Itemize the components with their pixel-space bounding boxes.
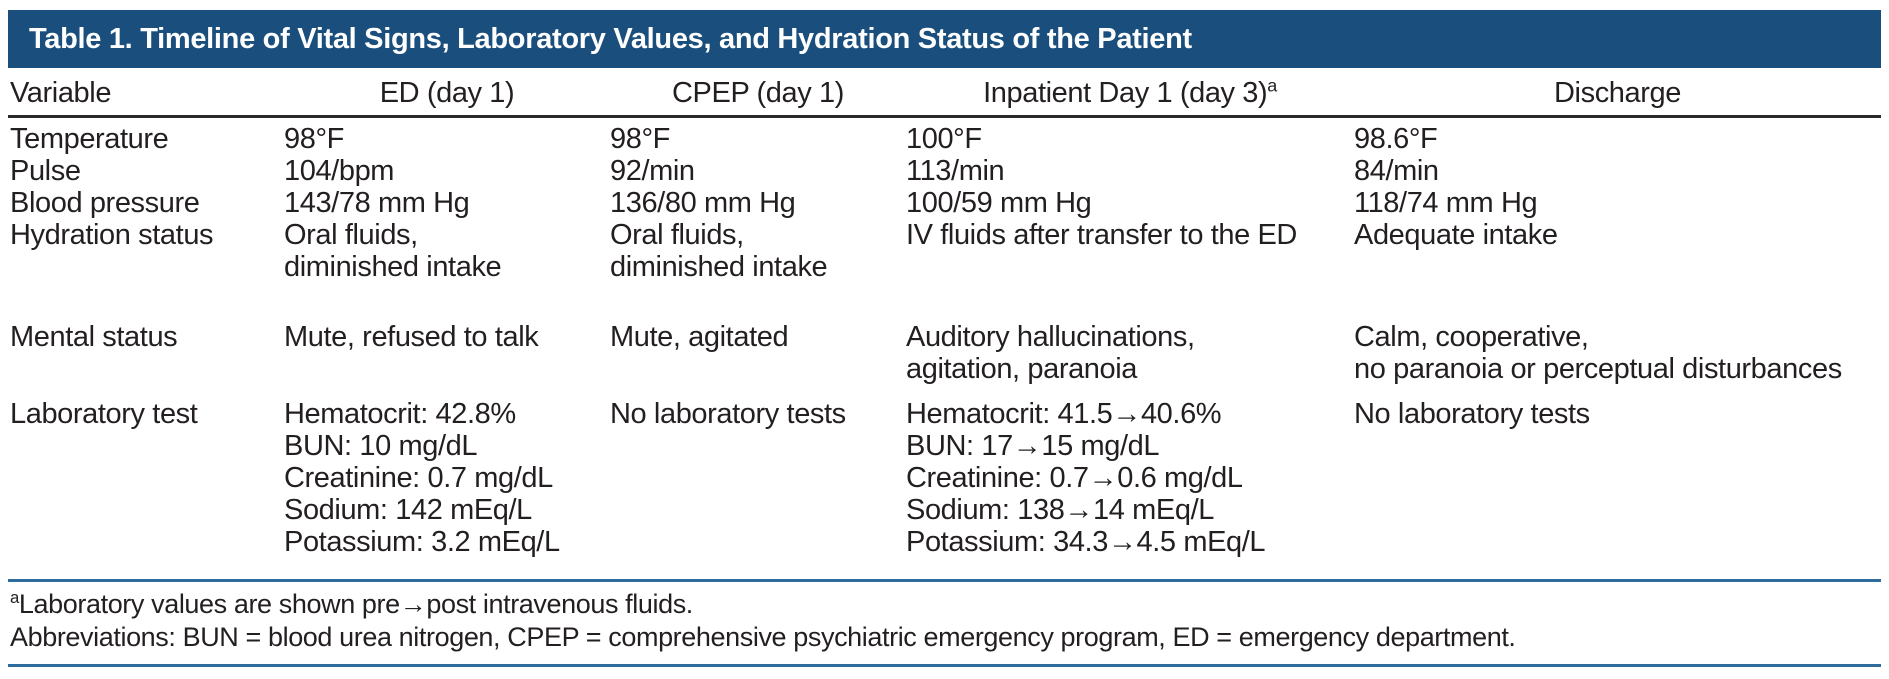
table-row-laboratory-test: Laboratory test Hematocrit: 42.8% BUN: 1… <box>8 398 1881 579</box>
cell-cpep: 136/80 mm Hg <box>610 187 796 219</box>
table-row-blood-pressure: Blood pressure 143/78 mm Hg 136/80 mm Hg… <box>8 187 1881 219</box>
cell-ed: Oral fluids, diminished intake <box>284 219 502 283</box>
column-header-label: CPEP (day 1) <box>672 77 844 109</box>
column-header-label: ED (day 1) <box>379 77 515 109</box>
table-row-temperature: Temperature 98°F 98°F 100°F 98.6°F <box>8 117 1881 156</box>
column-header-variable: Variable <box>8 68 284 118</box>
cell-inpatient: 113/min <box>906 155 1005 187</box>
cell-inpatient: 100°F <box>906 123 982 155</box>
column-header-cpep: CPEP (day 1) <box>610 68 906 118</box>
cell-ed: Mute, refused to talk <box>284 321 539 353</box>
column-header-label: Inpatient Day 1 (day 3) <box>983 77 1268 109</box>
column-header-inpatient: Inpatient Day 1 (day 3)a <box>906 68 1354 118</box>
cell-cpep: 98°F <box>610 123 670 155</box>
footnote-text: Laboratory values are shown pre→post int… <box>18 589 693 619</box>
header-row: Variable ED (day 1) CPEP (day 1) Inpatie… <box>8 68 1881 118</box>
row-label: Laboratory test <box>10 398 198 430</box>
cell-discharge: Calm, cooperative, no paranoia or percep… <box>1354 321 1842 385</box>
cell-cpep: No laboratory tests <box>610 398 846 430</box>
cell-ed: 104/bpm <box>284 155 395 187</box>
cell-ed: 143/78 mm Hg <box>284 187 470 219</box>
row-label: Blood pressure <box>10 187 200 219</box>
cell-inpatient: Auditory hallucinations, agitation, para… <box>906 321 1195 385</box>
cell-discharge: Adequate intake <box>1354 219 1558 251</box>
bottom-rule <box>8 664 1881 667</box>
footnote-marker: a <box>10 588 19 607</box>
cell-discharge: No laboratory tests <box>1354 398 1590 430</box>
cell-inpatient: 100/59 mm Hg <box>906 187 1092 219</box>
cell-inpatient: Hematocrit: 41.5→40.6% BUN: 17→15 mg/dL … <box>906 398 1266 558</box>
cell-ed: Hematocrit: 42.8% BUN: 10 mg/dL Creatini… <box>284 398 560 558</box>
cell-discharge: 98.6°F <box>1354 123 1438 155</box>
footnote-lab-values: aLaboratory values are shown pre→post in… <box>10 588 1881 621</box>
table-row-mental-status: Mental status Mute, refused to talk Mute… <box>8 321 1881 398</box>
table-row-pulse: Pulse 104/bpm 92/min 113/min 84/min <box>8 155 1881 187</box>
column-header-label: Variable <box>10 77 112 109</box>
footnote-divider-rule <box>8 579 1881 582</box>
table-title: Table 1. Timeline of Vital Signs, Labora… <box>29 22 1192 55</box>
row-label: Temperature <box>10 123 169 155</box>
table-title-bar: Table 1. Timeline of Vital Signs, Labora… <box>8 10 1881 68</box>
table-row-hydration-status: Hydration status Oral fluids, diminished… <box>8 219 1881 321</box>
column-header-discharge: Discharge <box>1354 68 1881 118</box>
cell-inpatient: IV fluids after transfer to the ED <box>906 219 1297 251</box>
cell-ed: 98°F <box>284 123 344 155</box>
footnote-marker: a <box>1267 75 1277 96</box>
vitals-table: Variable ED (day 1) CPEP (day 1) Inpatie… <box>8 68 1881 579</box>
cell-discharge: 118/74 mm Hg <box>1354 187 1538 219</box>
cell-discharge: 84/min <box>1354 155 1439 187</box>
row-label: Mental status <box>10 321 178 353</box>
cell-cpep: 92/min <box>610 155 695 187</box>
column-header-label: Discharge <box>1554 77 1681 109</box>
column-header-ed: ED (day 1) <box>284 68 610 118</box>
footnote-text: Abbreviations: BUN = blood urea nitrogen… <box>10 622 1516 652</box>
footnotes: aLaboratory values are shown pre→post in… <box>8 582 1881 664</box>
row-label: Pulse <box>10 155 81 187</box>
cell-cpep: Oral fluids, diminished intake <box>610 219 828 283</box>
footnote-abbreviations: Abbreviations: BUN = blood urea nitrogen… <box>10 621 1881 654</box>
row-label: Hydration status <box>10 219 214 251</box>
cell-cpep: Mute, agitated <box>610 321 789 353</box>
